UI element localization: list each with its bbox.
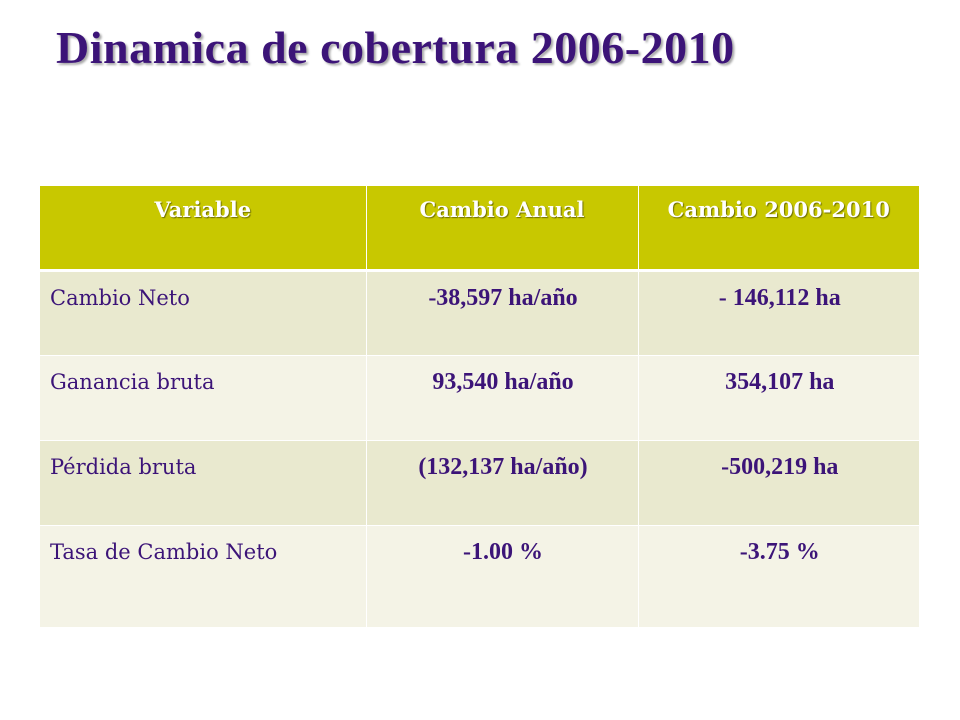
row-label: Tasa de Cambio Neto — [40, 524, 366, 627]
table-row: Cambio Neto -38,597 ha/año - 146,112 ha — [40, 269, 919, 355]
table-row: Pérdida bruta (132,137 ha/año) -500,219 … — [40, 439, 919, 525]
column-header-period-change: Cambio 2006-2010 — [637, 186, 919, 272]
period-change-value: -500,219 ha — [637, 439, 919, 525]
period-change-value: -3.75 % — [637, 524, 919, 627]
column-header-annual-change: Cambio Anual — [365, 186, 638, 272]
table-row: Tasa de Cambio Neto -1.00 % -3.75 % — [40, 524, 919, 627]
table-header-row: Variable Cambio Anual Cambio 2006-2010 — [40, 186, 919, 272]
annual-change-value: (132,137 ha/año) — [365, 439, 638, 525]
row-label: Cambio Neto — [40, 269, 366, 355]
column-header-variable: Variable — [40, 186, 366, 272]
coverage-dynamics-table: Variable Cambio Anual Cambio 2006-2010 C… — [40, 186, 919, 627]
period-change-value: - 146,112 ha — [637, 269, 919, 355]
table-row: Ganancia bruta 93,540 ha/año 354,107 ha — [40, 354, 919, 440]
row-label: Pérdida bruta — [40, 439, 366, 525]
row-label: Ganancia bruta — [40, 354, 366, 440]
annual-change-value: 93,540 ha/año — [365, 354, 638, 440]
slide-title: Dinamica de cobertura 2006-2010 — [56, 22, 735, 73]
annual-change-value: -1.00 % — [365, 524, 638, 627]
annual-change-value: -38,597 ha/año — [365, 269, 638, 355]
period-change-value: 354,107 ha — [637, 354, 919, 440]
